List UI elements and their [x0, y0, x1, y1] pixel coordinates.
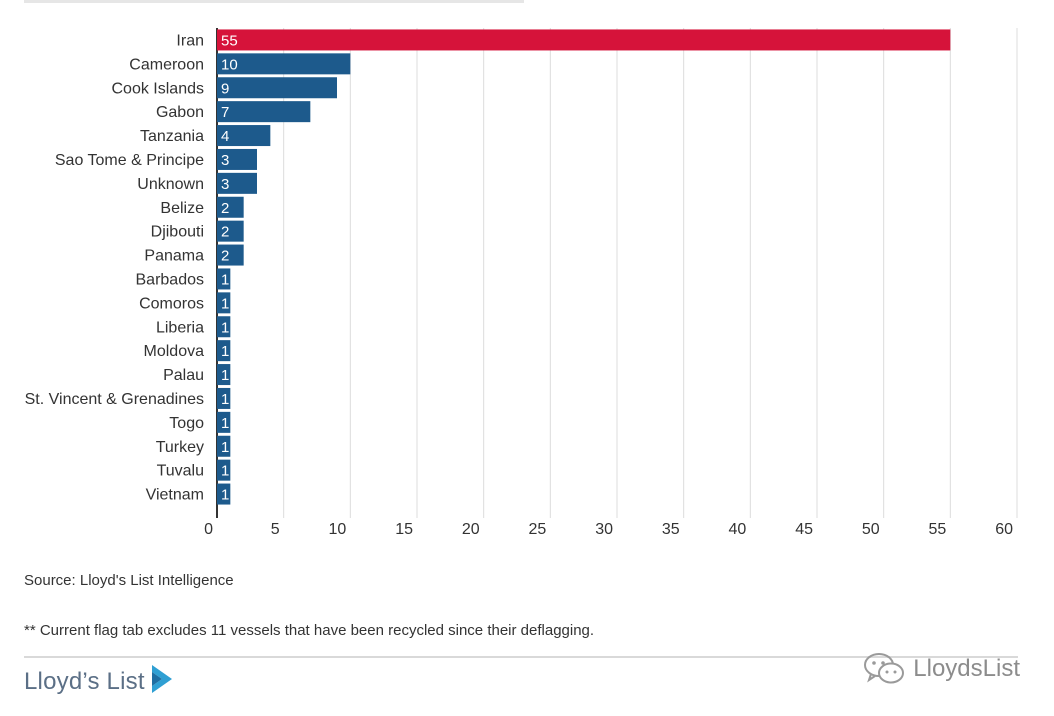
category-label: Tuvalu	[157, 463, 204, 480]
bar	[217, 125, 271, 147]
bar-value-label: 3	[221, 176, 229, 193]
watermark-text: LloydsList	[913, 655, 1020, 682]
bar-value-label: 1	[221, 271, 229, 288]
x-tick-label: 0	[204, 521, 213, 538]
bar	[217, 483, 231, 505]
category-label: Cook Islands	[112, 80, 205, 97]
bar-value-label: 2	[221, 224, 229, 241]
bar-value-label: 2	[221, 200, 229, 217]
x-tick-label: 35	[662, 521, 680, 538]
top-divider-left	[24, 0, 524, 3]
bar	[217, 364, 231, 386]
category-label: Sao Tome & Principe	[55, 152, 204, 169]
bar-value-label: 3	[221, 152, 229, 169]
x-tick-label: 15	[395, 521, 413, 538]
bar-value-label: 1	[221, 487, 229, 504]
bar-value-label: 9	[221, 80, 229, 97]
bar	[217, 196, 244, 218]
category-label: Comoros	[139, 295, 204, 312]
bar	[217, 411, 231, 433]
bar	[217, 29, 951, 51]
x-tick-label: 60	[995, 521, 1013, 538]
x-tick-label: 50	[862, 521, 880, 538]
bar	[217, 244, 244, 266]
bar-value-label: 2	[221, 248, 229, 265]
category-label: Turkey	[156, 439, 204, 456]
category-label: Gabon	[156, 104, 204, 121]
watermark: LloydsList	[863, 652, 1020, 686]
bar-value-label: 7	[221, 104, 229, 121]
bar-value-label: 1	[221, 367, 229, 384]
category-label: Belize	[160, 200, 204, 217]
category-label: Togo	[169, 415, 204, 432]
footnote: ** Current flag tab excludes 11 vessels …	[24, 622, 595, 639]
category-label: Moldova	[144, 343, 205, 360]
category-label: St. Vincent & Grenadines	[25, 391, 204, 408]
x-tick-label: 5	[271, 521, 280, 538]
bar	[217, 77, 337, 99]
category-label: Vietnam	[146, 487, 204, 504]
x-tick-label: 20	[462, 521, 480, 538]
brand-name: Lloyd’s List	[24, 668, 145, 695]
bar-value-label: 1	[221, 343, 229, 360]
x-tick-label: 30	[595, 521, 613, 538]
bar	[217, 101, 311, 123]
play-arrow-icon	[151, 665, 172, 693]
bar-value-label: 1	[221, 415, 229, 432]
bar-value-label: 1	[221, 391, 229, 408]
source-note: Source: Lloyd's List Intelligence	[24, 572, 234, 589]
bar	[217, 148, 257, 170]
x-tick-label: 45	[795, 521, 813, 538]
category-label: Unknown	[137, 176, 204, 193]
bar	[217, 172, 257, 194]
brand-logo: Lloyd’s List	[24, 664, 175, 700]
category-label: Cameroon	[129, 56, 204, 73]
category-label: Barbados	[136, 271, 205, 288]
category-label: Tanzania	[140, 128, 204, 145]
bar-value-label: 4	[221, 128, 229, 145]
bar-value-label: 1	[221, 319, 229, 336]
bar	[217, 316, 231, 338]
x-tick-label: 55	[929, 521, 947, 538]
bar-value-label: 1	[221, 463, 229, 480]
x-tick-label: 25	[529, 521, 547, 538]
wechat-icon	[864, 653, 905, 684]
bar-value-label: 1	[221, 295, 229, 312]
category-label: Iran	[176, 32, 204, 49]
footer-divider	[24, 656, 1018, 658]
bar	[217, 459, 231, 481]
category-label: Panama	[144, 248, 204, 265]
bar	[217, 435, 231, 457]
bar-value-label: 10	[221, 56, 238, 73]
bar	[217, 53, 351, 75]
bar	[217, 340, 231, 362]
bar	[217, 220, 244, 242]
x-tick-label: 10	[329, 521, 347, 538]
category-label: Djibouti	[151, 224, 204, 241]
bar	[217, 268, 231, 290]
category-label: Liberia	[156, 319, 204, 336]
bar	[217, 292, 231, 314]
bar-value-label: 1	[221, 439, 229, 456]
category-label: Palau	[163, 367, 204, 384]
x-tick-label: 40	[729, 521, 747, 538]
bar-value-label: 55	[221, 32, 238, 49]
bar	[217, 387, 231, 409]
